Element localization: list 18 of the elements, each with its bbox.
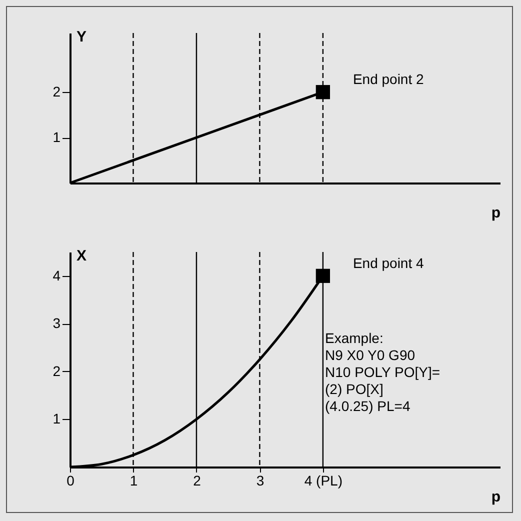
y-tick-label: 3 — [52, 315, 61, 332]
annotation: End point 4 — [352, 254, 424, 271]
y-tick-label: 1 — [52, 410, 61, 427]
y-axis-title: Y — [76, 28, 87, 46]
x-tick-label: 4 (PL) — [304, 472, 343, 488]
x-tick-label: 2 — [193, 472, 202, 488]
annotation: Example: N9 X0 Y0 G90 N10 POLY PO[Y]= (2) PO[X] (4.0.25) PL=4 — [325, 330, 440, 414]
x-tick-label: 1 — [130, 472, 138, 488]
y-axis-title: X — [76, 248, 87, 264]
y-tick-label: 2 — [52, 362, 61, 379]
y-tick-label: 4 — [52, 267, 61, 284]
x-tick-label: 3 — [256, 472, 264, 488]
y-tick-label: 2 — [52, 84, 61, 100]
x-axis-title: p — [491, 204, 500, 222]
annotation: End point 2 — [352, 71, 424, 88]
x-tick-label: 0 — [66, 472, 75, 488]
y-tick-label: 1 — [52, 129, 61, 146]
x-axis-title: p — [491, 488, 500, 506]
